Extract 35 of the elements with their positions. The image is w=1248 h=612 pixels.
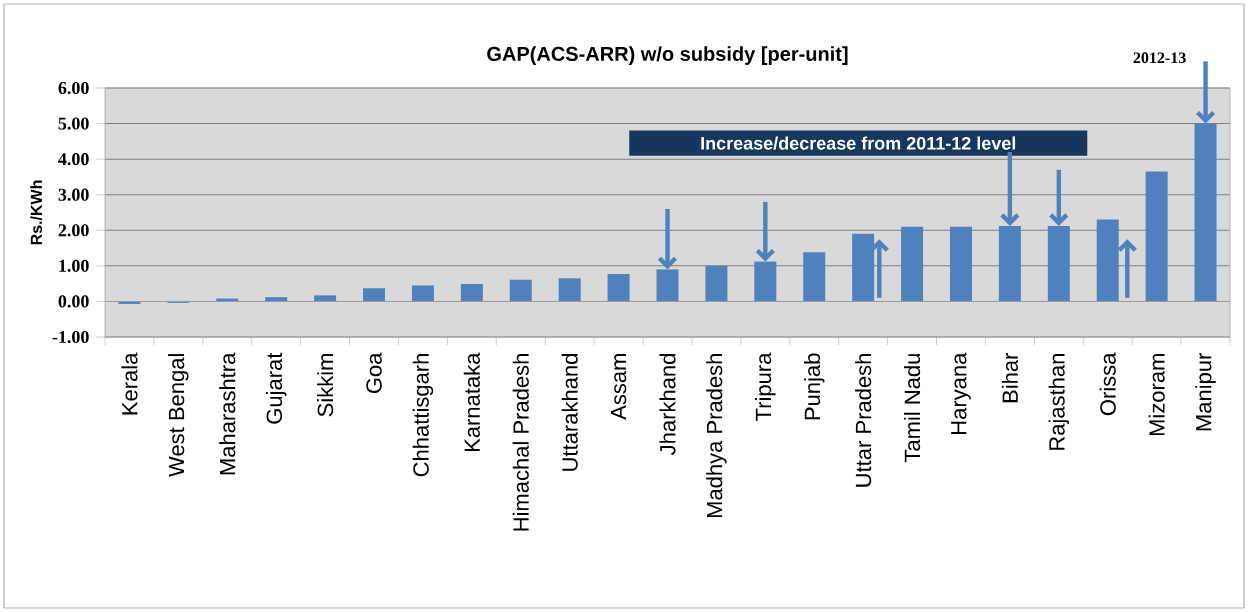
y-tick-label: -1.00 (52, 330, 89, 344)
chart-title: GAP(ACS-ARR) w/o subsidy [per-unit] (487, 46, 848, 65)
y-tick-label: 6.00 (58, 81, 89, 95)
x-tick-label: Kerala (121, 352, 138, 415)
x-tick-label: Sikkim (317, 354, 334, 417)
y-axis-title: Rs./KWh (30, 180, 43, 245)
y-tick-label: 5.00 (58, 117, 89, 130)
x-tick-label: Mizoram (1148, 354, 1165, 436)
x-tick-label: Gujarat (265, 352, 287, 424)
annotation: Increase/decrease from 2011-12 level (701, 136, 1016, 150)
x-tick-label: Bihar (1001, 352, 1018, 403)
x-tick-label: Rajasthan (1048, 354, 1070, 450)
x-tick-label: Himachal Pradesh (512, 354, 529, 531)
x-tick-label: Assam (610, 354, 627, 420)
x-tick-label: Tripura (755, 352, 776, 421)
x-tick-label: Manipur (1195, 352, 1216, 431)
x-tick-label: Punjab (804, 353, 825, 420)
x-tick-label: Madhya Pradesh (706, 354, 727, 518)
y-tick-label: 4.00 (58, 153, 89, 166)
y-tick-label: 0.00 (58, 295, 89, 308)
x-tick-label: Chhattisgarh (412, 354, 434, 477)
annotation: 2012-13 (1133, 52, 1186, 64)
x-tick-label: Tamil Nadu (904, 354, 921, 463)
x-tick-label: Haryana (951, 352, 971, 434)
x-tick-label: Maharashtra (219, 352, 236, 475)
x-tick-label: Jharkhand (659, 354, 676, 455)
x-tick-label: Uttarakhand (561, 354, 578, 471)
x-tick-label: Karnataka (463, 352, 480, 452)
x-tick-label: Orissa (1099, 352, 1116, 416)
y-tick-label: 3.00 (58, 188, 89, 201)
y-tick-label: 1.00 (59, 259, 89, 272)
x-tick-label: West Bengal (168, 354, 189, 477)
y-tick-label: 2.00 (58, 224, 89, 237)
x-tick-label: Goa (366, 352, 382, 394)
x-tick-label: Uttar Pradesh (855, 354, 872, 487)
